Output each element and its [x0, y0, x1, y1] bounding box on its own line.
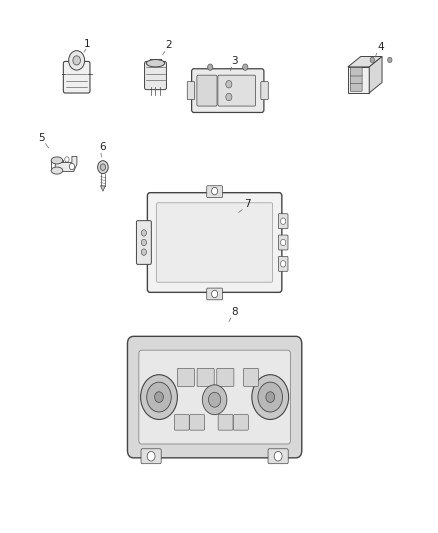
Circle shape: [69, 163, 74, 169]
FancyBboxPatch shape: [139, 350, 290, 444]
Circle shape: [65, 157, 69, 162]
FancyBboxPatch shape: [350, 75, 362, 84]
FancyBboxPatch shape: [64, 61, 90, 93]
Text: 6: 6: [99, 142, 106, 151]
Text: 8: 8: [231, 307, 238, 317]
Circle shape: [370, 58, 374, 63]
FancyBboxPatch shape: [350, 68, 362, 76]
Text: 3: 3: [231, 56, 238, 66]
Ellipse shape: [146, 60, 165, 67]
Circle shape: [280, 261, 286, 267]
Circle shape: [212, 290, 218, 297]
Text: 7: 7: [244, 199, 251, 208]
Circle shape: [208, 64, 213, 70]
Circle shape: [280, 239, 286, 246]
Circle shape: [141, 249, 146, 255]
Circle shape: [155, 392, 163, 402]
Circle shape: [98, 161, 108, 174]
Polygon shape: [369, 56, 382, 93]
Circle shape: [100, 164, 106, 171]
FancyBboxPatch shape: [279, 256, 288, 271]
FancyBboxPatch shape: [197, 368, 214, 386]
FancyBboxPatch shape: [127, 336, 302, 458]
Circle shape: [274, 451, 282, 461]
Text: 4: 4: [378, 42, 385, 52]
FancyBboxPatch shape: [207, 185, 223, 197]
Circle shape: [208, 392, 221, 407]
Polygon shape: [348, 56, 382, 67]
Circle shape: [147, 382, 171, 412]
Circle shape: [212, 187, 218, 195]
FancyBboxPatch shape: [261, 82, 268, 100]
FancyBboxPatch shape: [279, 235, 288, 250]
Text: 5: 5: [38, 133, 45, 142]
Circle shape: [202, 385, 227, 415]
FancyBboxPatch shape: [190, 415, 205, 430]
Ellipse shape: [51, 167, 63, 174]
Circle shape: [141, 239, 146, 246]
FancyBboxPatch shape: [244, 368, 258, 386]
FancyBboxPatch shape: [157, 203, 272, 282]
Circle shape: [226, 80, 232, 88]
FancyBboxPatch shape: [350, 83, 362, 91]
Circle shape: [243, 64, 248, 70]
FancyBboxPatch shape: [268, 449, 288, 464]
Circle shape: [266, 392, 275, 402]
Text: 2: 2: [165, 41, 172, 50]
Polygon shape: [100, 186, 105, 191]
FancyBboxPatch shape: [217, 368, 234, 386]
Circle shape: [73, 56, 81, 65]
FancyBboxPatch shape: [187, 82, 194, 100]
FancyBboxPatch shape: [137, 221, 152, 264]
Circle shape: [388, 58, 392, 63]
Polygon shape: [55, 156, 77, 172]
Circle shape: [141, 230, 146, 236]
Circle shape: [147, 451, 155, 461]
FancyBboxPatch shape: [218, 415, 233, 430]
Circle shape: [252, 375, 289, 419]
FancyBboxPatch shape: [279, 214, 288, 229]
Text: 1: 1: [84, 39, 91, 49]
Circle shape: [258, 382, 283, 412]
Circle shape: [141, 375, 177, 419]
FancyBboxPatch shape: [218, 75, 256, 106]
Circle shape: [280, 218, 286, 224]
FancyBboxPatch shape: [177, 368, 194, 386]
Circle shape: [226, 93, 232, 101]
FancyBboxPatch shape: [207, 288, 223, 300]
FancyBboxPatch shape: [192, 69, 264, 112]
FancyBboxPatch shape: [233, 415, 248, 430]
FancyBboxPatch shape: [147, 192, 282, 292]
FancyBboxPatch shape: [141, 449, 161, 464]
Polygon shape: [348, 67, 369, 93]
FancyBboxPatch shape: [145, 61, 166, 90]
Circle shape: [69, 51, 85, 70]
FancyBboxPatch shape: [197, 75, 217, 106]
Ellipse shape: [51, 157, 63, 164]
FancyBboxPatch shape: [174, 415, 189, 430]
